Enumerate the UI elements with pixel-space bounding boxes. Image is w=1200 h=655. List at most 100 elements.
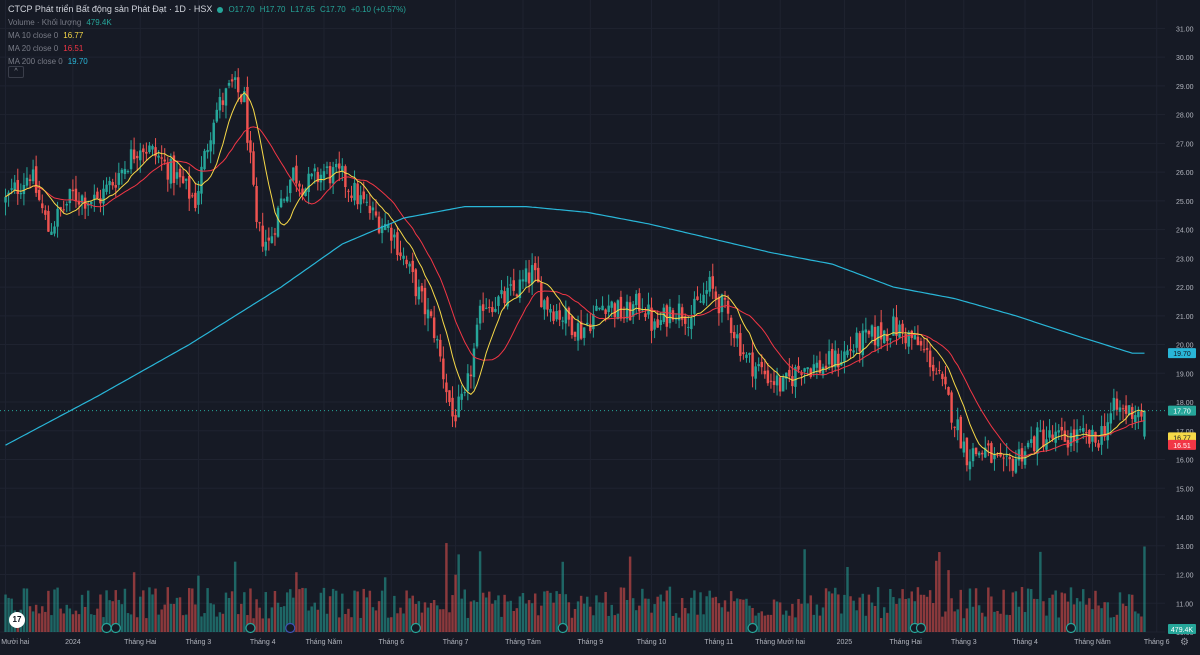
- candle-body: [197, 191, 200, 205]
- volume-bar: [99, 594, 102, 632]
- symbol-row[interactable]: CTCP Phát triển Bất động sản Phát Đạt · …: [8, 3, 406, 16]
- candle-body: [956, 419, 959, 431]
- volume-bar: [307, 610, 310, 632]
- candle-body: [668, 306, 672, 324]
- candle-body: [377, 216, 381, 233]
- volume-bar: [736, 598, 739, 632]
- volume-bar: [573, 608, 577, 632]
- candle-body: [399, 252, 402, 257]
- volume-bar: [696, 614, 699, 632]
- candle-body: [515, 294, 519, 297]
- volume-bar: [772, 599, 776, 632]
- volume-bar: [310, 606, 313, 632]
- candle-body: [1078, 429, 1082, 431]
- volume-bar: [139, 596, 142, 632]
- volume-bar: [944, 611, 947, 632]
- tradingview-logo-icon[interactable]: 17: [9, 612, 25, 628]
- candle-body: [950, 392, 953, 423]
- candle-body: [145, 151, 148, 154]
- volume-bar: [497, 595, 500, 632]
- volume-bar: [362, 588, 365, 632]
- volume-bar: [4, 594, 7, 632]
- candle-body: [745, 354, 748, 358]
- volume-bar: [687, 613, 690, 632]
- candle-body: [653, 321, 656, 330]
- volume-bar: [436, 605, 439, 632]
- candle-body: [267, 237, 271, 241]
- volume-bar: [1088, 598, 1091, 632]
- volume-bar: [729, 591, 733, 632]
- candle-body: [132, 149, 136, 160]
- volume-bar: [1143, 546, 1146, 632]
- volume-bar: [1066, 601, 1070, 632]
- gear-icon[interactable]: ⚙: [1180, 637, 1189, 648]
- volume-bar: [399, 607, 402, 632]
- candle-body: [558, 310, 561, 320]
- candle-body: [270, 236, 274, 244]
- volume-bar: [864, 615, 868, 632]
- candle-body: [1063, 430, 1067, 442]
- volume-bar: [420, 612, 424, 632]
- volume-bar: [62, 613, 65, 632]
- candle-body: [1051, 434, 1054, 439]
- candle-body: [191, 195, 194, 197]
- candle-body: [852, 350, 855, 353]
- volume-bar: [797, 599, 800, 632]
- volume-legend-row[interactable]: Volume · Khối lượng 479.4K: [8, 16, 406, 29]
- price-tick-label: 29.00: [1176, 84, 1194, 91]
- volume-bar: [494, 600, 497, 632]
- candle-body: [1008, 457, 1011, 460]
- candle-body: [754, 366, 757, 379]
- volume-bar: [77, 614, 81, 632]
- candle-body: [567, 307, 571, 320]
- volume-bar: [353, 590, 356, 632]
- ma10-legend-row[interactable]: MA 10 close 0 16.77: [8, 29, 406, 42]
- volume-bar: [37, 613, 41, 632]
- candle-body: [478, 305, 482, 324]
- volume-bar: [31, 611, 35, 632]
- ma200-legend-row[interactable]: MA 200 close 0 19.70: [8, 55, 406, 68]
- candle-body: [240, 94, 243, 103]
- volume-bar: [552, 602, 555, 632]
- candle-body: [230, 79, 234, 82]
- volume-bar: [1091, 609, 1094, 632]
- volume-bar: [111, 601, 114, 632]
- price-tick-label: 27.00: [1176, 141, 1194, 148]
- volume-bar: [298, 589, 301, 632]
- volume-bar: [962, 618, 966, 632]
- volume-bar: [108, 600, 111, 632]
- candle-body: [298, 183, 301, 187]
- volume-bar: [852, 600, 855, 632]
- candle-body: [1075, 429, 1079, 443]
- candle-body: [1042, 429, 1045, 448]
- volume-bar: [25, 588, 29, 632]
- chevron-up-icon[interactable]: ^: [8, 66, 24, 78]
- volume-bar: [965, 608, 969, 632]
- volume-bar: [1002, 589, 1005, 632]
- volume-bar: [454, 574, 457, 632]
- volume-bar: [86, 590, 90, 632]
- time-tick-label: Tháng Mười hai: [755, 639, 805, 646]
- candle-body: [913, 334, 917, 340]
- candle-body: [537, 267, 540, 283]
- candle-body: [151, 145, 154, 150]
- symbol-title[interactable]: CTCP Phát triển Bất động sản Phát Đạt · …: [8, 4, 213, 14]
- candle-body: [506, 287, 509, 307]
- ma20-legend-row[interactable]: MA 20 close 0 16.51: [8, 42, 406, 55]
- candle-body: [212, 122, 215, 145]
- candle-body: [635, 293, 638, 306]
- volume-bar: [181, 615, 185, 632]
- volume-bar: [1008, 615, 1011, 632]
- candle-body: [53, 226, 56, 234]
- candle-body: [607, 305, 610, 313]
- event-icon: [915, 622, 927, 634]
- volume-bar: [432, 599, 436, 632]
- volume-bar: [1140, 616, 1143, 632]
- candle-body: [215, 109, 219, 122]
- ma10-price-badge: 16.77: [1173, 435, 1191, 442]
- volume-bar: [316, 609, 320, 632]
- volume-bar: [941, 616, 944, 632]
- candle-body: [598, 307, 601, 310]
